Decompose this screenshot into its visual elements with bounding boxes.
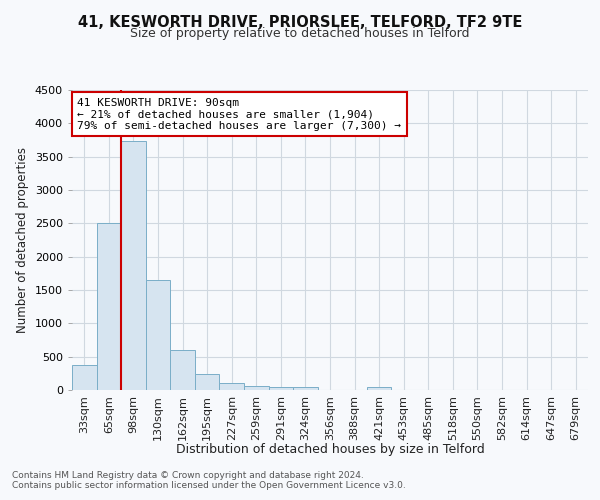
Bar bbox=[97, 224, 121, 390]
Bar bbox=[220, 382, 244, 390]
Text: Contains HM Land Registry data © Crown copyright and database right 2024.
Contai: Contains HM Land Registry data © Crown c… bbox=[12, 470, 406, 490]
Text: Distribution of detached houses by size in Telford: Distribution of detached houses by size … bbox=[176, 442, 484, 456]
Bar bbox=[269, 386, 293, 390]
Bar bbox=[367, 386, 391, 390]
Bar bbox=[170, 350, 195, 390]
Bar bbox=[244, 386, 269, 390]
Bar bbox=[72, 364, 97, 390]
Bar bbox=[121, 142, 146, 390]
Text: 41 KESWORTH DRIVE: 90sqm
← 21% of detached houses are smaller (1,904)
79% of sem: 41 KESWORTH DRIVE: 90sqm ← 21% of detach… bbox=[77, 98, 401, 130]
Text: 41, KESWORTH DRIVE, PRIORSLEE, TELFORD, TF2 9TE: 41, KESWORTH DRIVE, PRIORSLEE, TELFORD, … bbox=[78, 15, 522, 30]
Bar bbox=[195, 374, 220, 390]
Text: Size of property relative to detached houses in Telford: Size of property relative to detached ho… bbox=[130, 28, 470, 40]
Y-axis label: Number of detached properties: Number of detached properties bbox=[16, 147, 29, 333]
Bar bbox=[293, 386, 318, 390]
Bar bbox=[146, 280, 170, 390]
